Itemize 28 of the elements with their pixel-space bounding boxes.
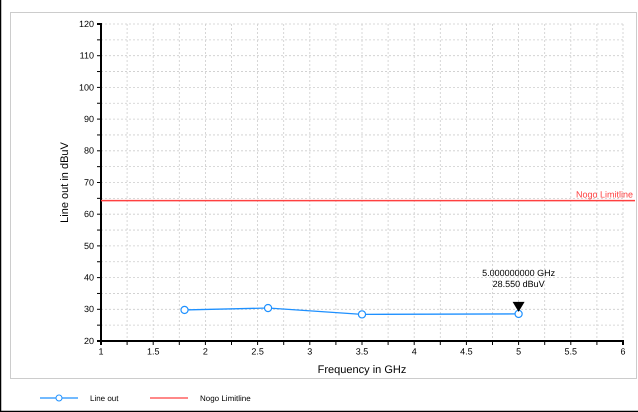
x-tick-label: 1.5 [146,346,160,356]
x-tick-label: 6 [620,346,626,356]
y-tick-label: 120 [78,18,94,29]
legend-label: Line out [90,394,120,403]
y-tick-label: 100 [78,82,94,92]
x-tick-label: 2.5 [251,346,264,356]
y-tick-label: 60 [84,209,94,220]
y-tick-label: 40 [84,272,94,282]
ref-line-label: Nogo Limitline [576,190,633,200]
x-tick-label: 4.5 [460,346,473,356]
x-tick-label: 2 [202,346,208,356]
x-tick-label: 3 [307,346,312,356]
text: Nogo Limitline [200,394,251,403]
x-tick-label: 5.5 [564,346,578,356]
annotation: 5.000000000 GHz 28.550 dBuV [482,268,556,289]
y-tick-label: 90 [84,114,94,124]
y-tick-label: 80 [84,146,94,156]
y-axis-title: Line out in dBuV [59,141,71,223]
x-tick-label: 3.5 [356,346,368,356]
x-tick-label: 1 [98,346,104,356]
x-tick-label: 5 [516,346,522,356]
y-tick-label: 50 [84,240,94,251]
x-axis-title: Frequency in GHz [318,364,406,376]
x-tick-label: 4 [412,346,417,356]
y-tick-label: 70 [84,177,94,188]
y-tick-label: 30 [84,304,94,314]
y-tick-label: 110 [80,50,94,61]
y-tick-label: 20 [84,336,94,346]
